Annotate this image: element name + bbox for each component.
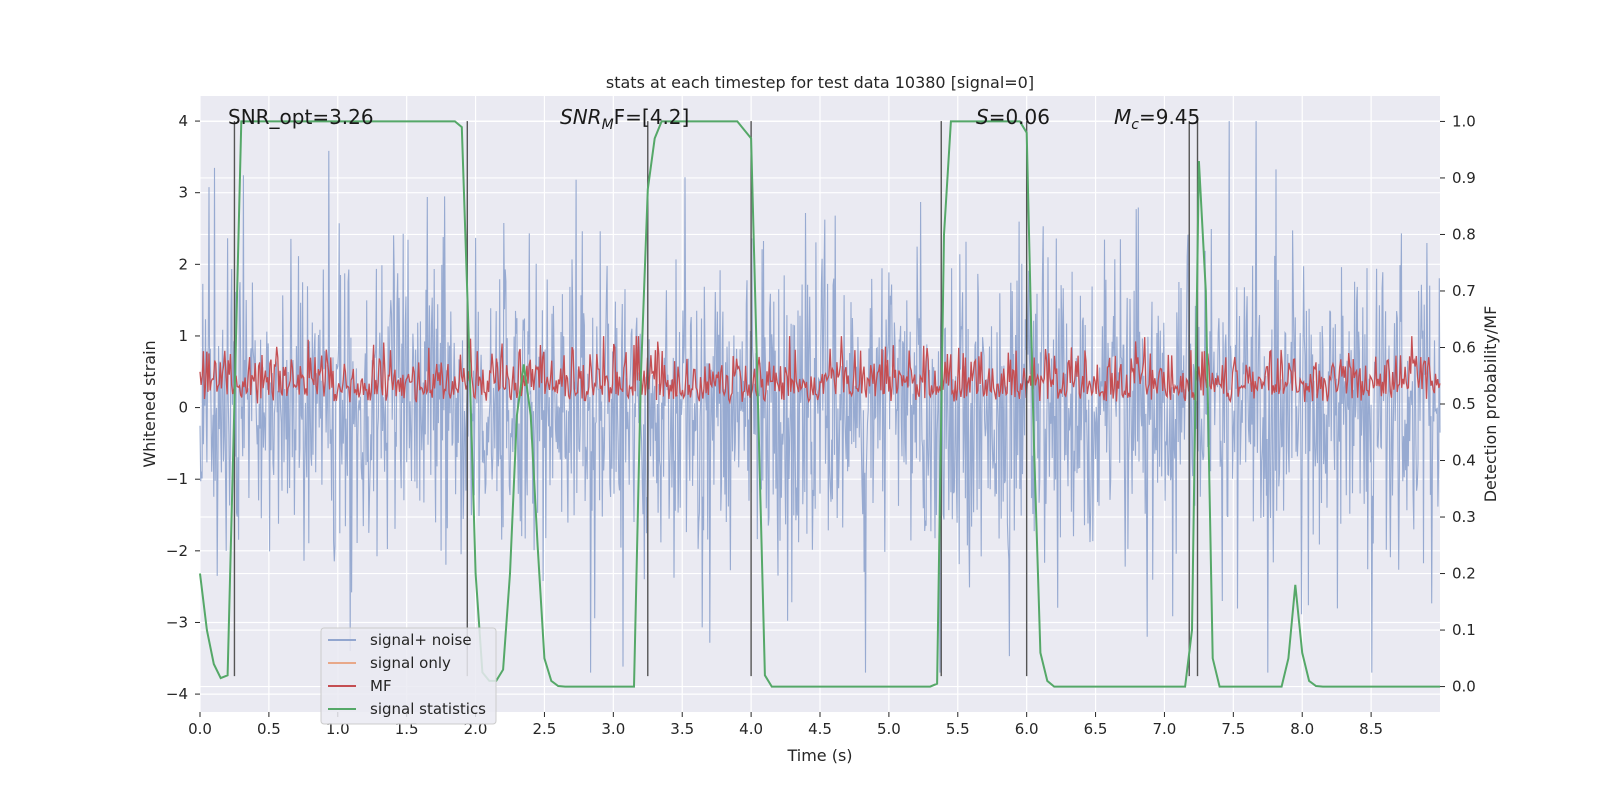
annotation-snr-mf: SNRMF=[4.2] — [560, 105, 689, 133]
y2-tick-label: 0.0 — [1452, 678, 1476, 696]
mf-series — [199, 336, 1441, 405]
x-tick-label: 4.5 — [808, 720, 832, 738]
x-axis-ticks: 0.0 0.5 1.0 1.5 2.0 2.5 3.0 3.5 4.0 4.5 5.0 5.5 6.0 6… — [188, 712, 1383, 738]
legend-label-signal-only: signal only — [370, 654, 451, 672]
x-tick-label: 5.5 — [946, 720, 970, 738]
y-tick-label: −1 — [166, 470, 188, 488]
legend-label-mf: MF — [370, 677, 392, 695]
y-tick-label: 4 — [178, 112, 188, 130]
signal-noise-line — [199, 121, 1441, 673]
x-tick-label: 7.5 — [1221, 720, 1245, 738]
x-tick-label: 0.5 — [257, 720, 281, 738]
y-tick-label: −3 — [166, 613, 188, 631]
y2-axis-ticks: 0.0 0.1 0.2 0.3 0.4 0.5 0.6 0.7 0.8 0.9 1.0 — [1440, 112, 1476, 696]
y2-tick-label: 1.0 — [1452, 112, 1476, 130]
annotation-snr-opt: SNR_opt=3.26 — [228, 105, 374, 129]
annotation-mc: Mc=9.45 — [1114, 105, 1200, 133]
y-axis-label: Whitened strain — [140, 340, 159, 467]
x-tick-label: 5.0 — [877, 720, 901, 738]
x-tick-label: 7.0 — [1153, 720, 1177, 738]
signal-noise-series — [199, 121, 1441, 673]
x-tick-label: 8.5 — [1359, 720, 1383, 738]
x-tick-label: 6.5 — [1084, 720, 1108, 738]
annotation-s: S=0.06 — [976, 105, 1050, 129]
x-tick-label: 2.5 — [533, 720, 557, 738]
x-tick-label: 4.0 — [739, 720, 763, 738]
y2-tick-label: 0.5 — [1452, 395, 1476, 413]
legend-box — [320, 627, 497, 725]
x-tick-label: 3.0 — [601, 720, 625, 738]
legend: signal+ noise signal only MF signal stat… — [320, 627, 497, 725]
x-tick-label: 3.5 — [670, 720, 694, 738]
y-tick-label: −2 — [166, 542, 188, 560]
x-axis-label: Time (s) — [786, 746, 852, 765]
signal-statistics-line — [199, 120, 1440, 688]
y2-tick-label: 0.2 — [1452, 565, 1476, 583]
y-tick-label: 3 — [178, 184, 188, 202]
x-tick-label: 8.0 — [1290, 720, 1314, 738]
y-axis-ticks: −4 −3 −2 −1 0 1 2 3 4 — [166, 112, 200, 703]
y2-tick-label: 0.4 — [1452, 452, 1476, 470]
mf-line — [199, 336, 1441, 405]
y2-tick-label: 0.1 — [1452, 621, 1476, 639]
legend-label-signal-statistics: signal statistics — [370, 700, 486, 718]
y-tick-label: 1 — [178, 327, 188, 345]
legend-label-signal-noise: signal+ noise — [370, 631, 472, 649]
y-tick-label: −4 — [166, 685, 188, 703]
y2-axis-label: Detection probability/MF — [1481, 306, 1500, 503]
x-tick-label: 0.0 — [188, 720, 212, 738]
y2-tick-label: 0.8 — [1452, 225, 1476, 243]
y-tick-label: 2 — [178, 255, 188, 273]
signal-statistics-series — [199, 120, 1440, 688]
x-tick-label: 6.0 — [1015, 720, 1039, 738]
y2-tick-label: 0.7 — [1452, 282, 1476, 300]
y2-tick-label: 0.3 — [1452, 508, 1476, 526]
y2-tick-label: 0.9 — [1452, 169, 1476, 187]
chart-title: stats at each timestep for test data 103… — [606, 73, 1034, 92]
y-tick-label: 0 — [178, 399, 188, 417]
y2-tick-label: 0.6 — [1452, 338, 1476, 356]
